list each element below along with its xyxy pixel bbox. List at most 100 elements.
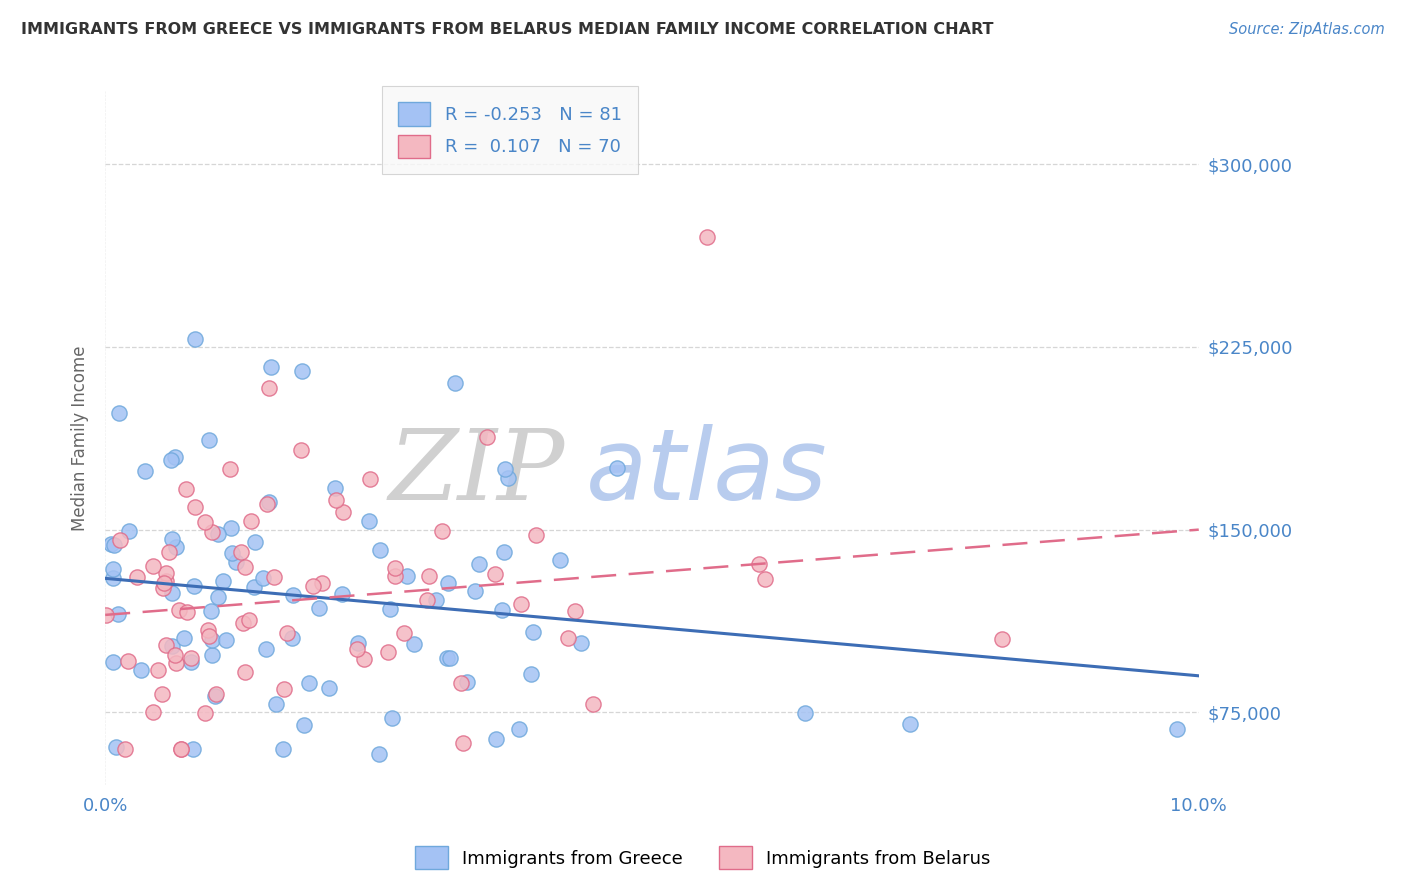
Point xyxy=(794,706,817,721)
Point xyxy=(475,430,498,444)
Point xyxy=(439,650,461,665)
Point xyxy=(359,472,381,486)
Point xyxy=(281,588,304,602)
Point xyxy=(165,656,187,670)
Point xyxy=(359,514,381,528)
Point xyxy=(1166,723,1188,737)
Point xyxy=(207,591,229,605)
Point xyxy=(157,545,180,559)
Point xyxy=(160,533,183,547)
Point xyxy=(256,498,278,512)
Point xyxy=(381,711,404,725)
Point xyxy=(142,705,165,719)
Point xyxy=(346,641,368,656)
Point xyxy=(108,533,131,547)
Point xyxy=(425,593,447,607)
Point xyxy=(290,443,312,458)
Point xyxy=(437,576,460,591)
Point xyxy=(232,616,254,631)
Point xyxy=(418,569,440,583)
Point xyxy=(548,553,571,567)
Point xyxy=(134,464,156,478)
Point xyxy=(233,665,256,680)
Point xyxy=(747,557,769,571)
Point xyxy=(582,698,605,712)
Point xyxy=(184,500,207,514)
Point xyxy=(183,579,205,593)
Point xyxy=(225,555,247,569)
Point xyxy=(194,706,217,720)
Point xyxy=(239,514,262,528)
Point xyxy=(430,524,453,538)
Point xyxy=(160,586,183,600)
Point xyxy=(170,742,193,756)
Point xyxy=(101,562,124,576)
Point xyxy=(173,631,195,645)
Point xyxy=(215,632,238,647)
Point xyxy=(219,521,242,535)
Point xyxy=(395,569,418,583)
Point xyxy=(201,525,224,540)
Point xyxy=(197,623,219,637)
Point xyxy=(464,583,486,598)
Point xyxy=(142,558,165,573)
Point xyxy=(152,581,174,595)
Point xyxy=(174,482,197,496)
Point xyxy=(194,515,217,529)
Point xyxy=(520,666,543,681)
Point xyxy=(201,632,224,647)
Point xyxy=(219,462,242,476)
Point xyxy=(260,360,283,375)
Point xyxy=(155,638,177,652)
Point xyxy=(392,626,415,640)
Point xyxy=(107,607,129,622)
Point xyxy=(485,731,508,746)
Point xyxy=(301,579,323,593)
Point xyxy=(510,597,533,611)
Legend: Immigrants from Greece, Immigrants from Belarus: Immigrants from Greece, Immigrants from … xyxy=(406,838,1000,879)
Point xyxy=(347,636,370,650)
Point xyxy=(377,644,399,658)
Point xyxy=(332,505,354,519)
Point xyxy=(606,461,628,475)
Point xyxy=(451,736,474,750)
Point xyxy=(308,601,330,615)
Point xyxy=(292,717,315,731)
Point xyxy=(180,650,202,665)
Point xyxy=(198,433,221,447)
Point xyxy=(467,558,489,572)
Point xyxy=(444,376,467,391)
Point xyxy=(281,632,304,646)
Point xyxy=(494,545,516,559)
Point xyxy=(160,640,183,654)
Text: IMMIGRANTS FROM GREECE VS IMMIGRANTS FROM BELARUS MEDIAN FAMILY INCOME CORRELATI: IMMIGRANTS FROM GREECE VS IMMIGRANTS FRO… xyxy=(21,22,994,37)
Point xyxy=(494,462,516,476)
Point xyxy=(233,559,256,574)
Text: atlas: atlas xyxy=(586,425,828,522)
Point xyxy=(323,481,346,495)
Point xyxy=(201,648,224,663)
Point xyxy=(204,689,226,703)
Point xyxy=(108,406,131,420)
Point xyxy=(163,450,186,464)
Point xyxy=(207,527,229,541)
Point xyxy=(146,663,169,677)
Point xyxy=(221,546,243,560)
Point xyxy=(696,230,718,244)
Point xyxy=(176,605,198,619)
Point xyxy=(155,566,177,581)
Point xyxy=(100,537,122,551)
Point xyxy=(197,629,219,643)
Point xyxy=(522,625,544,640)
Point xyxy=(353,651,375,665)
Point xyxy=(330,587,353,601)
Point xyxy=(117,654,139,668)
Point xyxy=(153,576,176,591)
Point xyxy=(311,576,333,591)
Point xyxy=(243,580,266,594)
Point xyxy=(276,626,298,640)
Point xyxy=(165,540,187,554)
Point xyxy=(450,675,472,690)
Point xyxy=(254,641,277,656)
Point xyxy=(416,593,439,607)
